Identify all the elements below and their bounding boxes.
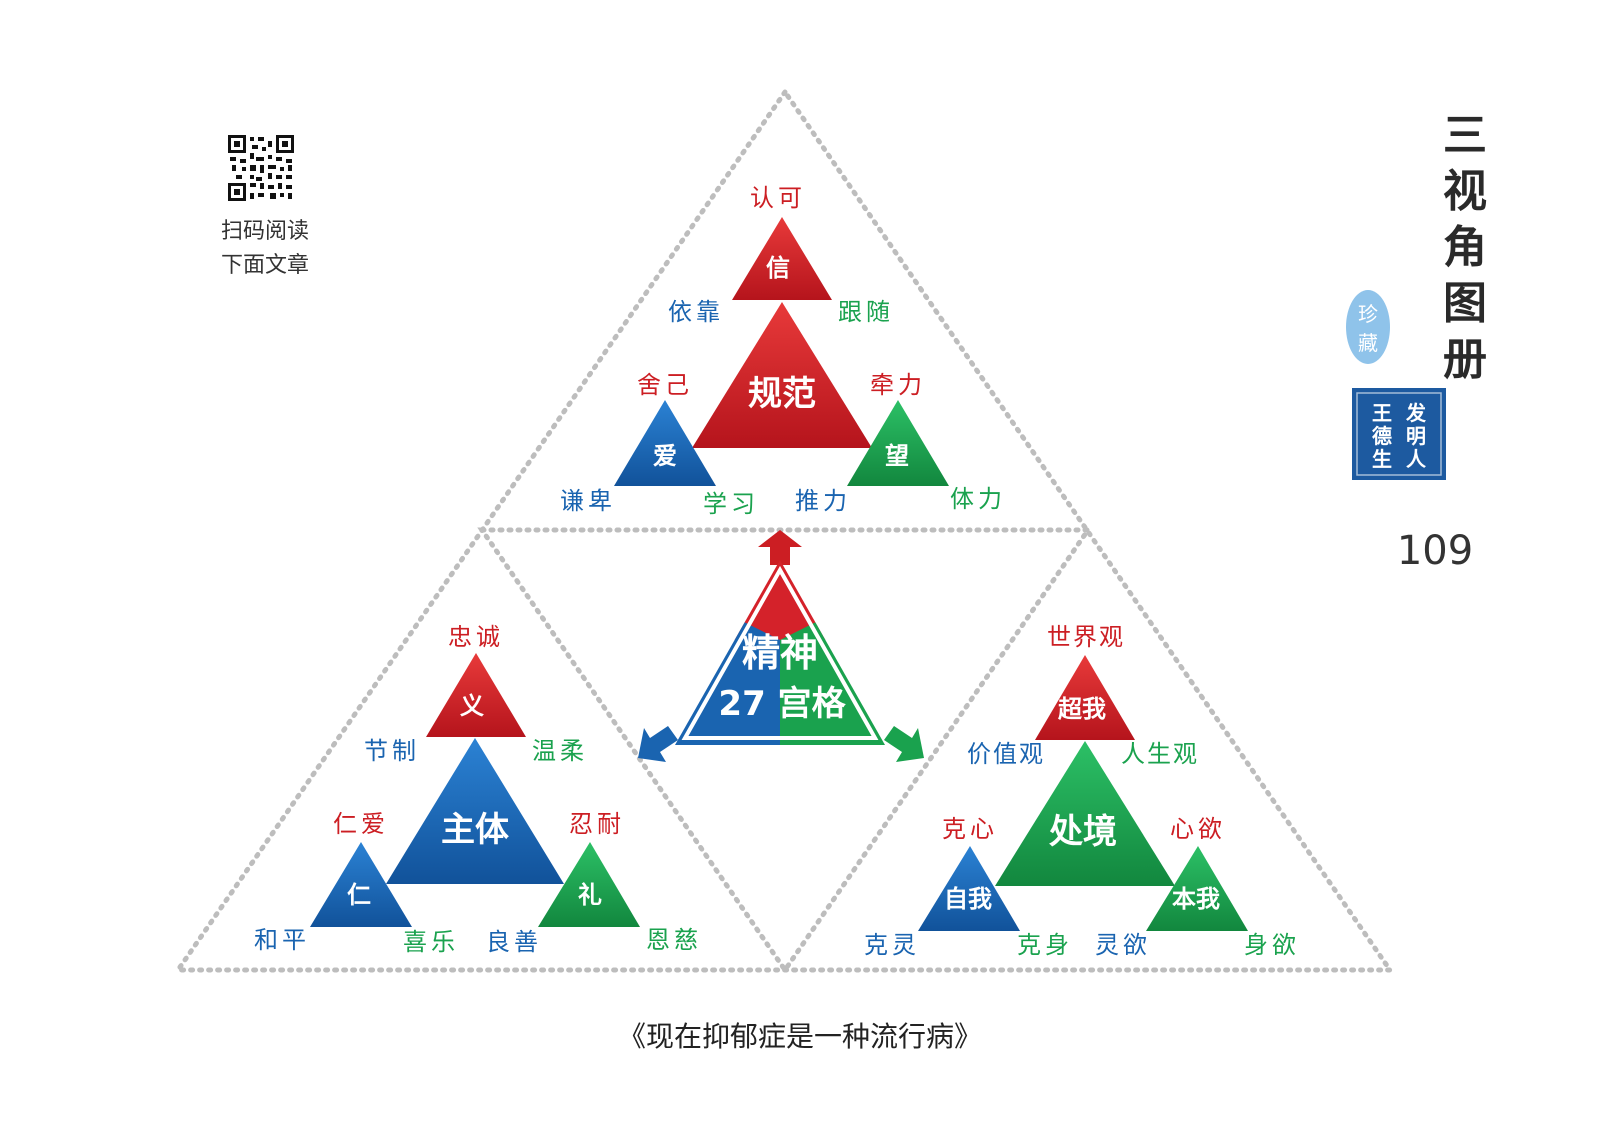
inventor-seal: 王 德 生 发 明 人 — [1352, 388, 1446, 480]
center-arrow-down-right — [884, 726, 924, 762]
title-char-3: 角 — [1443, 222, 1487, 273]
top-apex-triangle — [732, 217, 832, 300]
br-left-bl-word: 克灵 — [864, 931, 920, 959]
badge-char-2: 藏 — [1358, 331, 1378, 355]
br-right-triangle — [1146, 846, 1248, 931]
page-number: 109 — [1396, 528, 1474, 574]
collect-badge: 珍 藏 — [1346, 290, 1390, 364]
top-right-bl-word: 推力 — [795, 487, 851, 515]
br-main-triangle — [995, 741, 1175, 886]
seal-char-4: 发 — [1405, 401, 1427, 425]
bl-main-left-word: 仁爱 — [333, 810, 389, 838]
title-char-2: 视 — [1443, 166, 1487, 217]
bl-apex-left-word: 节制 — [364, 737, 420, 765]
top-main-left-word: 舍己 — [637, 371, 693, 399]
album-title: 三 视 角 图 册 — [1432, 108, 1498, 388]
bl-apex-label: 义 — [460, 692, 484, 720]
br-apex-top-word: 世界观 — [1047, 623, 1125, 651]
br-main-left-word: 克心 — [942, 815, 998, 843]
bl-right-triangle — [538, 842, 640, 927]
br-left-br-word: 克身 — [1017, 931, 1073, 959]
bl-left-label: 仁 — [347, 881, 371, 909]
br-right-br-word: 身欲 — [1244, 931, 1300, 959]
top-apex-left-word: 依靠 — [668, 298, 724, 326]
bl-main-triangle — [386, 738, 564, 884]
br-apex-left-word: 价值观 — [967, 740, 1045, 768]
dotted-frame — [173, 87, 1395, 975]
seal-char-5: 明 — [1406, 424, 1426, 448]
center-arrow-down-left — [638, 726, 678, 762]
center-arrow-up — [758, 530, 802, 565]
br-right-label: 本我 — [1172, 885, 1220, 913]
top-main-right-word: 牵力 — [870, 371, 926, 399]
bl-apex-right-word: 温柔 — [532, 737, 588, 765]
bl-right-label: 礼 — [578, 881, 602, 909]
title-char-1: 三 — [1443, 110, 1487, 161]
inner-triangle-outline — [477, 527, 1093, 975]
qr-caption: 扫码阅读 下面文章 — [205, 215, 325, 283]
br-apex-label: 超我 — [1058, 695, 1106, 723]
bl-left-triangle — [310, 842, 412, 927]
top-apex-top-word: 认可 — [750, 184, 806, 212]
br-apex-triangle — [1035, 655, 1135, 740]
top-right-triangle — [847, 400, 949, 486]
center-title: 精神 — [742, 631, 818, 675]
top-left-bl-word: 谦卑 — [560, 487, 616, 515]
center-group: 精神 27 宫格 — [638, 530, 924, 762]
bl-left-br-word: 喜乐 — [403, 928, 459, 956]
badge-char-1: 珍 — [1358, 302, 1378, 326]
seal-char-6: 人 — [1406, 447, 1427, 471]
top-group: 信 规范 爱 望 认可 依靠 跟随 舍己 牵力 谦卑 学习 推力 体力 — [560, 184, 1006, 518]
seal-char-3: 生 — [1372, 447, 1392, 471]
br-left-triangle — [918, 846, 1020, 931]
seal-char-1: 王 — [1372, 401, 1392, 425]
bl-right-br-word: 恩慈 — [646, 926, 702, 954]
seal-char-2: 德 — [1372, 424, 1392, 448]
center-subtitle: 27 宫格 — [718, 684, 846, 724]
top-left-triangle — [614, 400, 716, 486]
center-triangle-outline — [681, 565, 879, 740]
qr-caption-line-1: 扫码阅读 — [220, 219, 309, 244]
top-right-br-word: 体力 — [950, 485, 1006, 513]
title-char-5: 册 — [1443, 334, 1487, 385]
bottom-left-group: 义 主体 仁 礼 忠诚 节制 温柔 仁爱 忍耐 和平 喜乐 良善 恩慈 — [254, 623, 702, 956]
br-left-label: 自我 — [944, 885, 992, 913]
top-main-label: 规范 — [748, 374, 816, 414]
article-caption: 《现在抑郁症是一种流行病》 — [617, 1020, 982, 1053]
top-apex-right-word: 跟随 — [838, 298, 894, 326]
br-main-label: 处境 — [1048, 812, 1117, 852]
br-apex-right-word: 人生观 — [1121, 740, 1199, 768]
bl-main-label: 主体 — [441, 810, 509, 850]
bl-apex-top-word: 忠诚 — [448, 623, 504, 651]
bl-main-right-word: 忍耐 — [569, 810, 625, 838]
top-main-triangle — [692, 302, 872, 448]
title-char-4: 图 — [1443, 278, 1487, 329]
qr-code-icon — [228, 135, 294, 201]
br-right-bl-word: 灵欲 — [1095, 931, 1151, 959]
top-right-label: 望 — [885, 442, 909, 470]
top-left-br-word: 学习 — [703, 490, 759, 518]
qr-caption-line-2: 下面文章 — [220, 253, 309, 278]
top-left-label: 爱 — [653, 442, 677, 470]
bottom-right-group: 超我 处境 自我 本我 世界观 价值观 人生观 克心 心欲 克灵 克身 灵欲 身… — [864, 623, 1300, 959]
bl-apex-triangle — [426, 653, 526, 737]
top-apex-label: 信 — [766, 254, 790, 282]
bl-left-bl-word: 和平 — [254, 926, 310, 954]
br-main-right-word: 心欲 — [1170, 815, 1226, 843]
bl-right-bl-word: 良善 — [486, 928, 542, 956]
